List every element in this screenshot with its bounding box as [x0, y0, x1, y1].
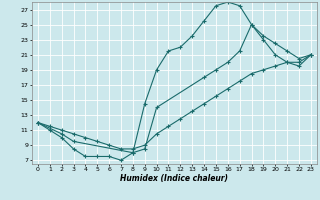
X-axis label: Humidex (Indice chaleur): Humidex (Indice chaleur) — [120, 174, 228, 183]
